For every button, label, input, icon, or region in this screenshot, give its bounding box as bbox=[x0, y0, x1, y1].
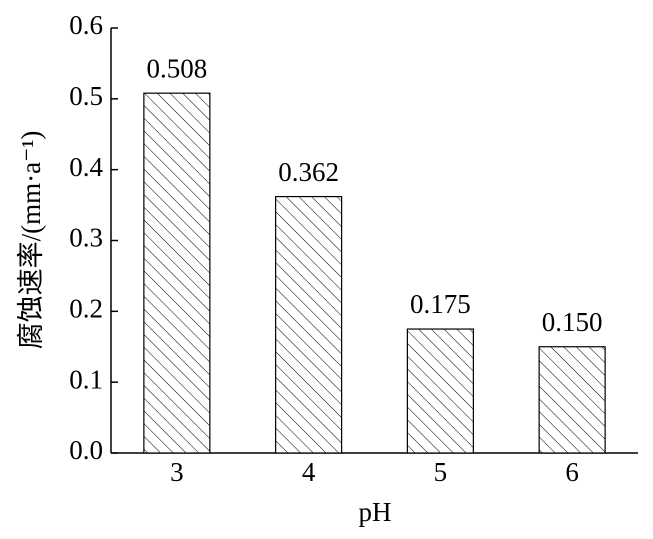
value-label: 0.150 bbox=[542, 307, 603, 337]
y-tick-label: 0.0 bbox=[69, 435, 103, 465]
y-tick-label: 0.1 bbox=[69, 364, 103, 394]
bar bbox=[275, 195, 343, 454]
y-tick-label: 0.3 bbox=[69, 223, 103, 253]
bar bbox=[143, 92, 211, 454]
x-tick-label: 4 bbox=[302, 457, 316, 487]
value-label: 0.508 bbox=[147, 53, 208, 83]
y-tick-label: 0.6 bbox=[69, 10, 103, 40]
y-tick-label: 0.4 bbox=[69, 152, 103, 182]
value-label: 0.175 bbox=[410, 289, 471, 319]
x-tick-label: 3 bbox=[170, 457, 184, 487]
value-label: 0.362 bbox=[278, 157, 339, 187]
y-tick-label: 0.2 bbox=[69, 294, 103, 324]
x-axis-label: pH bbox=[359, 497, 392, 527]
y-tick-label: 0.5 bbox=[69, 81, 103, 111]
bar bbox=[406, 328, 474, 454]
x-tick-label: 6 bbox=[565, 457, 579, 487]
x-tick-label: 5 bbox=[434, 457, 448, 487]
y-axis-label: 腐蚀速率/(mm·a⁻¹) bbox=[16, 131, 46, 350]
bar bbox=[538, 346, 606, 454]
